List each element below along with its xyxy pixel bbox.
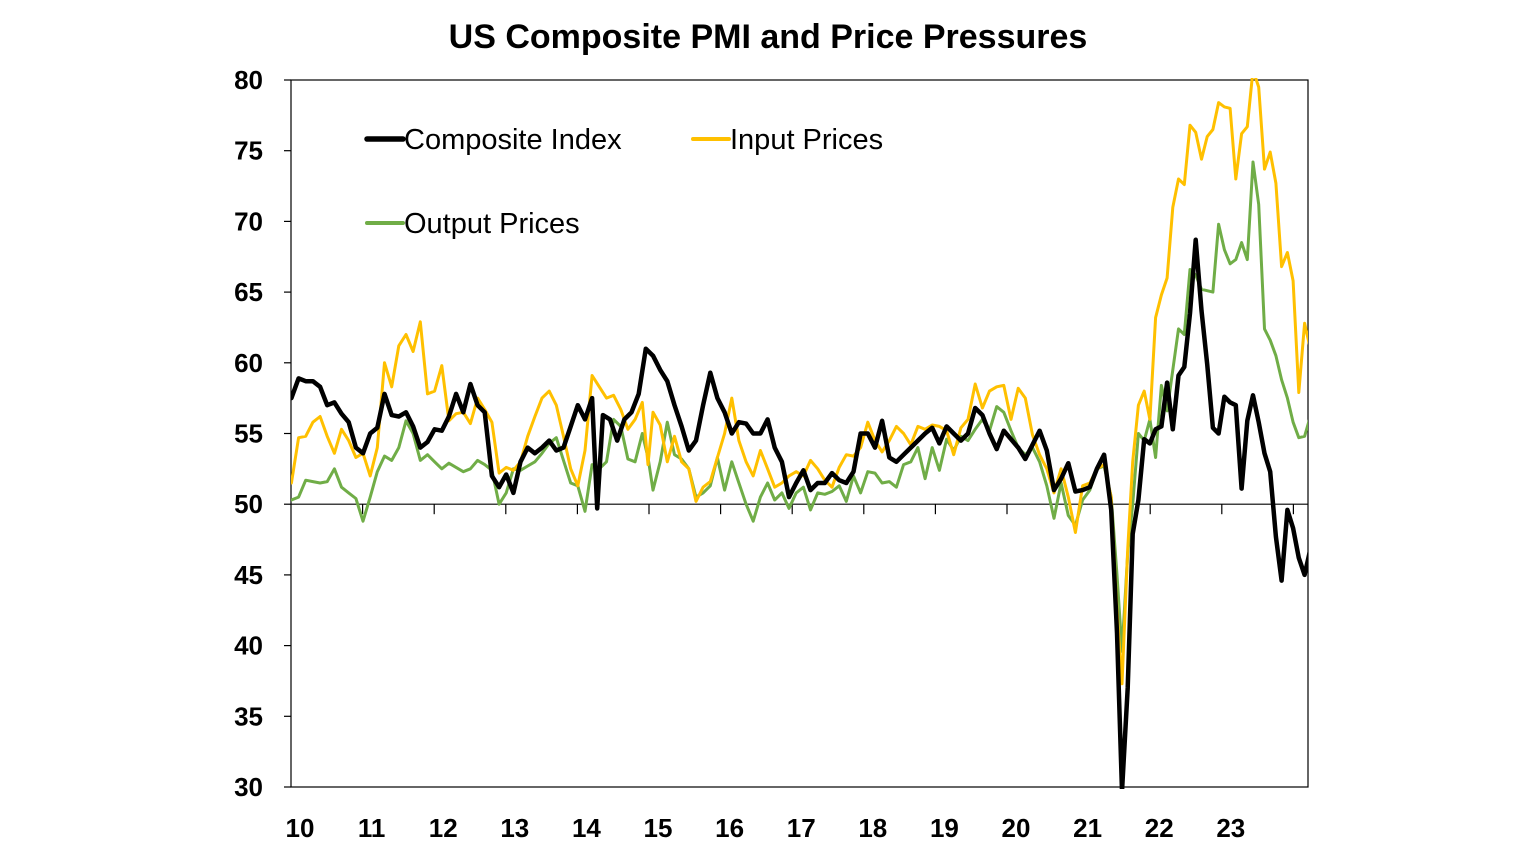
x-tick-label: 23 [1216, 813, 1245, 843]
y-tick-label: 80 [234, 65, 263, 95]
y-tick-label: 60 [234, 348, 263, 378]
x-tick-label: 13 [500, 813, 529, 843]
y-tick-label: 55 [234, 419, 263, 449]
series-line-input-prices [291, 78, 1308, 686]
x-tick-label: 10 [286, 813, 315, 843]
x-tick-label: 19 [930, 813, 959, 843]
x-tick-label: 14 [572, 813, 601, 843]
series-line-composite-index [291, 237, 1308, 789]
x-tick-label: 22 [1145, 813, 1174, 843]
x-tick-label: 11 [358, 813, 386, 843]
x-tick-label: 18 [858, 813, 887, 843]
y-tick-label: 45 [234, 560, 263, 590]
chart-title: US Composite PMI and Price Pressures [449, 18, 1088, 56]
x-axis: 10 11 12 13 14 15 16 17 18 19 20 21 22 23 [286, 504, 1295, 843]
y-axis: 30 35 40 45 50 55 60 65 70 75 80 [234, 65, 1309, 802]
y-tick-label: 40 [234, 631, 263, 661]
legend: Composite Index Input Prices Output Prices [364, 124, 883, 240]
y-tick-label: 35 [234, 701, 263, 731]
y-tick-label: 30 [234, 772, 263, 802]
x-tick-label: 20 [1002, 813, 1031, 843]
y-tick-label: 65 [234, 277, 263, 307]
y-tick-label: 75 [234, 136, 263, 166]
legend-label: Composite Index [404, 124, 622, 156]
x-tick-label: 12 [429, 813, 458, 843]
legend-label: Input Prices [730, 124, 883, 156]
x-tick-label: 17 [787, 813, 816, 843]
x-tick-label: 15 [644, 813, 673, 843]
series-layer [291, 78, 1308, 789]
x-tick-label: 16 [715, 813, 744, 843]
y-tick-label: 50 [234, 489, 263, 519]
series-line-output-prices [291, 160, 1308, 653]
x-tick-label: 21 [1073, 813, 1102, 843]
legend-label: Output Prices [404, 208, 580, 240]
y-tick-label: 70 [234, 206, 263, 236]
